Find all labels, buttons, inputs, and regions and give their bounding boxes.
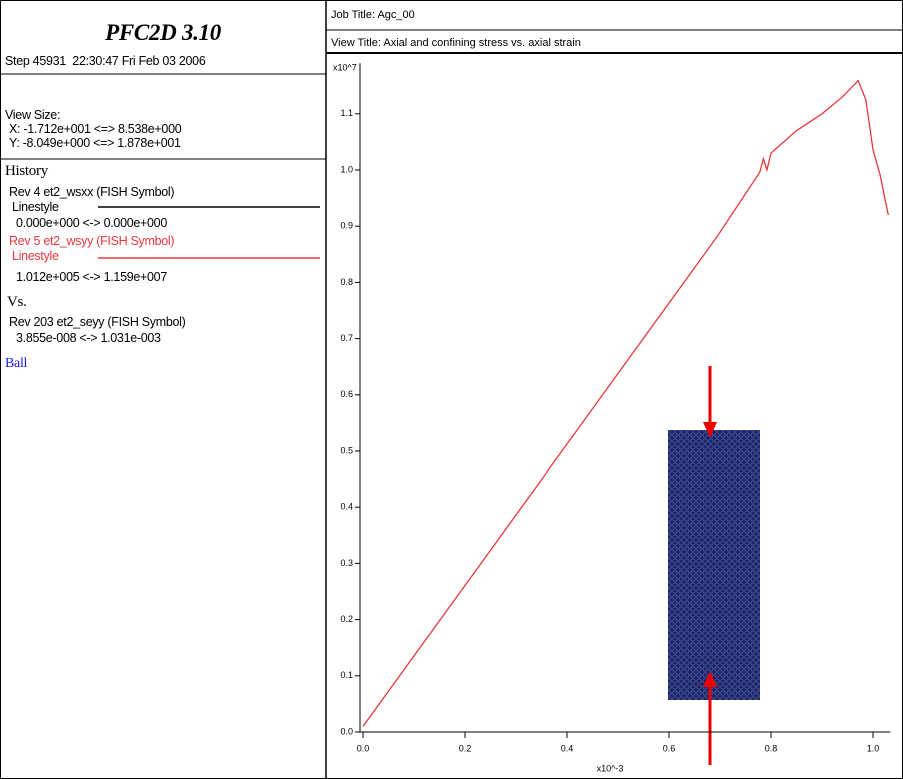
y-tick-label: 0.8 [340, 277, 353, 287]
arrow-head [703, 671, 717, 687]
x-tick-label: 0.4 [561, 743, 574, 753]
y-tick-label: 0.9 [340, 221, 353, 231]
x-tick-label: 0.8 [765, 743, 778, 753]
history-heading: History [5, 163, 48, 179]
y-tick-label: 0.2 [340, 614, 353, 624]
history-entry: Rev 4 et2_wsxx (FISH Symbol) [9, 185, 175, 199]
y-tick-label: 1.1 [340, 108, 353, 118]
x-multiplier: x10^-3 [597, 763, 624, 773]
history-range: 1.012e+005 <-> 1.159e+007 [16, 270, 167, 284]
view-y: Y: -8.049e+000 <=> 1.878e+001 [9, 136, 181, 150]
view-size: View Size: [5, 108, 61, 122]
linestyle-label: Linestyle [12, 200, 59, 214]
history-entry: Rev 5 et2_wsyy (FISH Symbol) [9, 234, 175, 248]
y-multiplier: x10^7 [333, 62, 357, 72]
y-tick-label: 0.3 [340, 558, 353, 568]
arrow-head [703, 422, 717, 438]
y-tick-label: 0.5 [340, 445, 353, 455]
y-tick-label: 0.4 [340, 502, 353, 512]
app-title: PFC2D 3.10 [105, 20, 221, 45]
vs-heading: Vs. [7, 294, 27, 310]
x-tick-label: 1.0 [867, 743, 880, 753]
x-tick-label: 0.2 [459, 743, 472, 753]
linestyle-label: Linestyle [12, 249, 59, 263]
step-info: Step 45931 22:30:47 Fri Feb 03 2006 [5, 54, 206, 68]
y-tick-label: 0.6 [340, 389, 353, 399]
x-tick-label: 0.0 [357, 743, 370, 753]
y-tick-label: 0.1 [340, 670, 353, 680]
ball-label: Ball [5, 356, 28, 371]
job-title: Job Title: Agc_00 [331, 9, 415, 21]
history-range: 3.855e-008 <-> 1.031e-003 [16, 331, 161, 345]
y-tick-label: 0.0 [340, 726, 353, 736]
y-tick-label: 0.7 [340, 333, 353, 343]
history-range: 0.000e+000 <-> 0.000e+000 [16, 216, 167, 230]
x-tick-label: 0.6 [663, 743, 676, 753]
specimen-body [668, 430, 760, 700]
specimen [668, 366, 760, 765]
data-line [362, 79, 889, 727]
view-x: X: -1.712e+001 <=> 8.538e+000 [9, 122, 182, 136]
y-tick-label: 1.0 [340, 164, 353, 174]
history-entry: Rev 203 et2_seyy (FISH Symbol) [9, 315, 186, 329]
view-title: View Title: Axial and confining stress v… [331, 37, 581, 49]
